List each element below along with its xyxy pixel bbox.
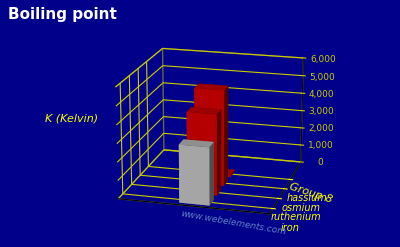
Text: Boiling point: Boiling point: [8, 7, 117, 22]
Text: www.webelements.com: www.webelements.com: [180, 209, 287, 237]
Text: Group 8: Group 8: [288, 181, 334, 205]
Text: K (Kelvin): K (Kelvin): [46, 114, 98, 124]
